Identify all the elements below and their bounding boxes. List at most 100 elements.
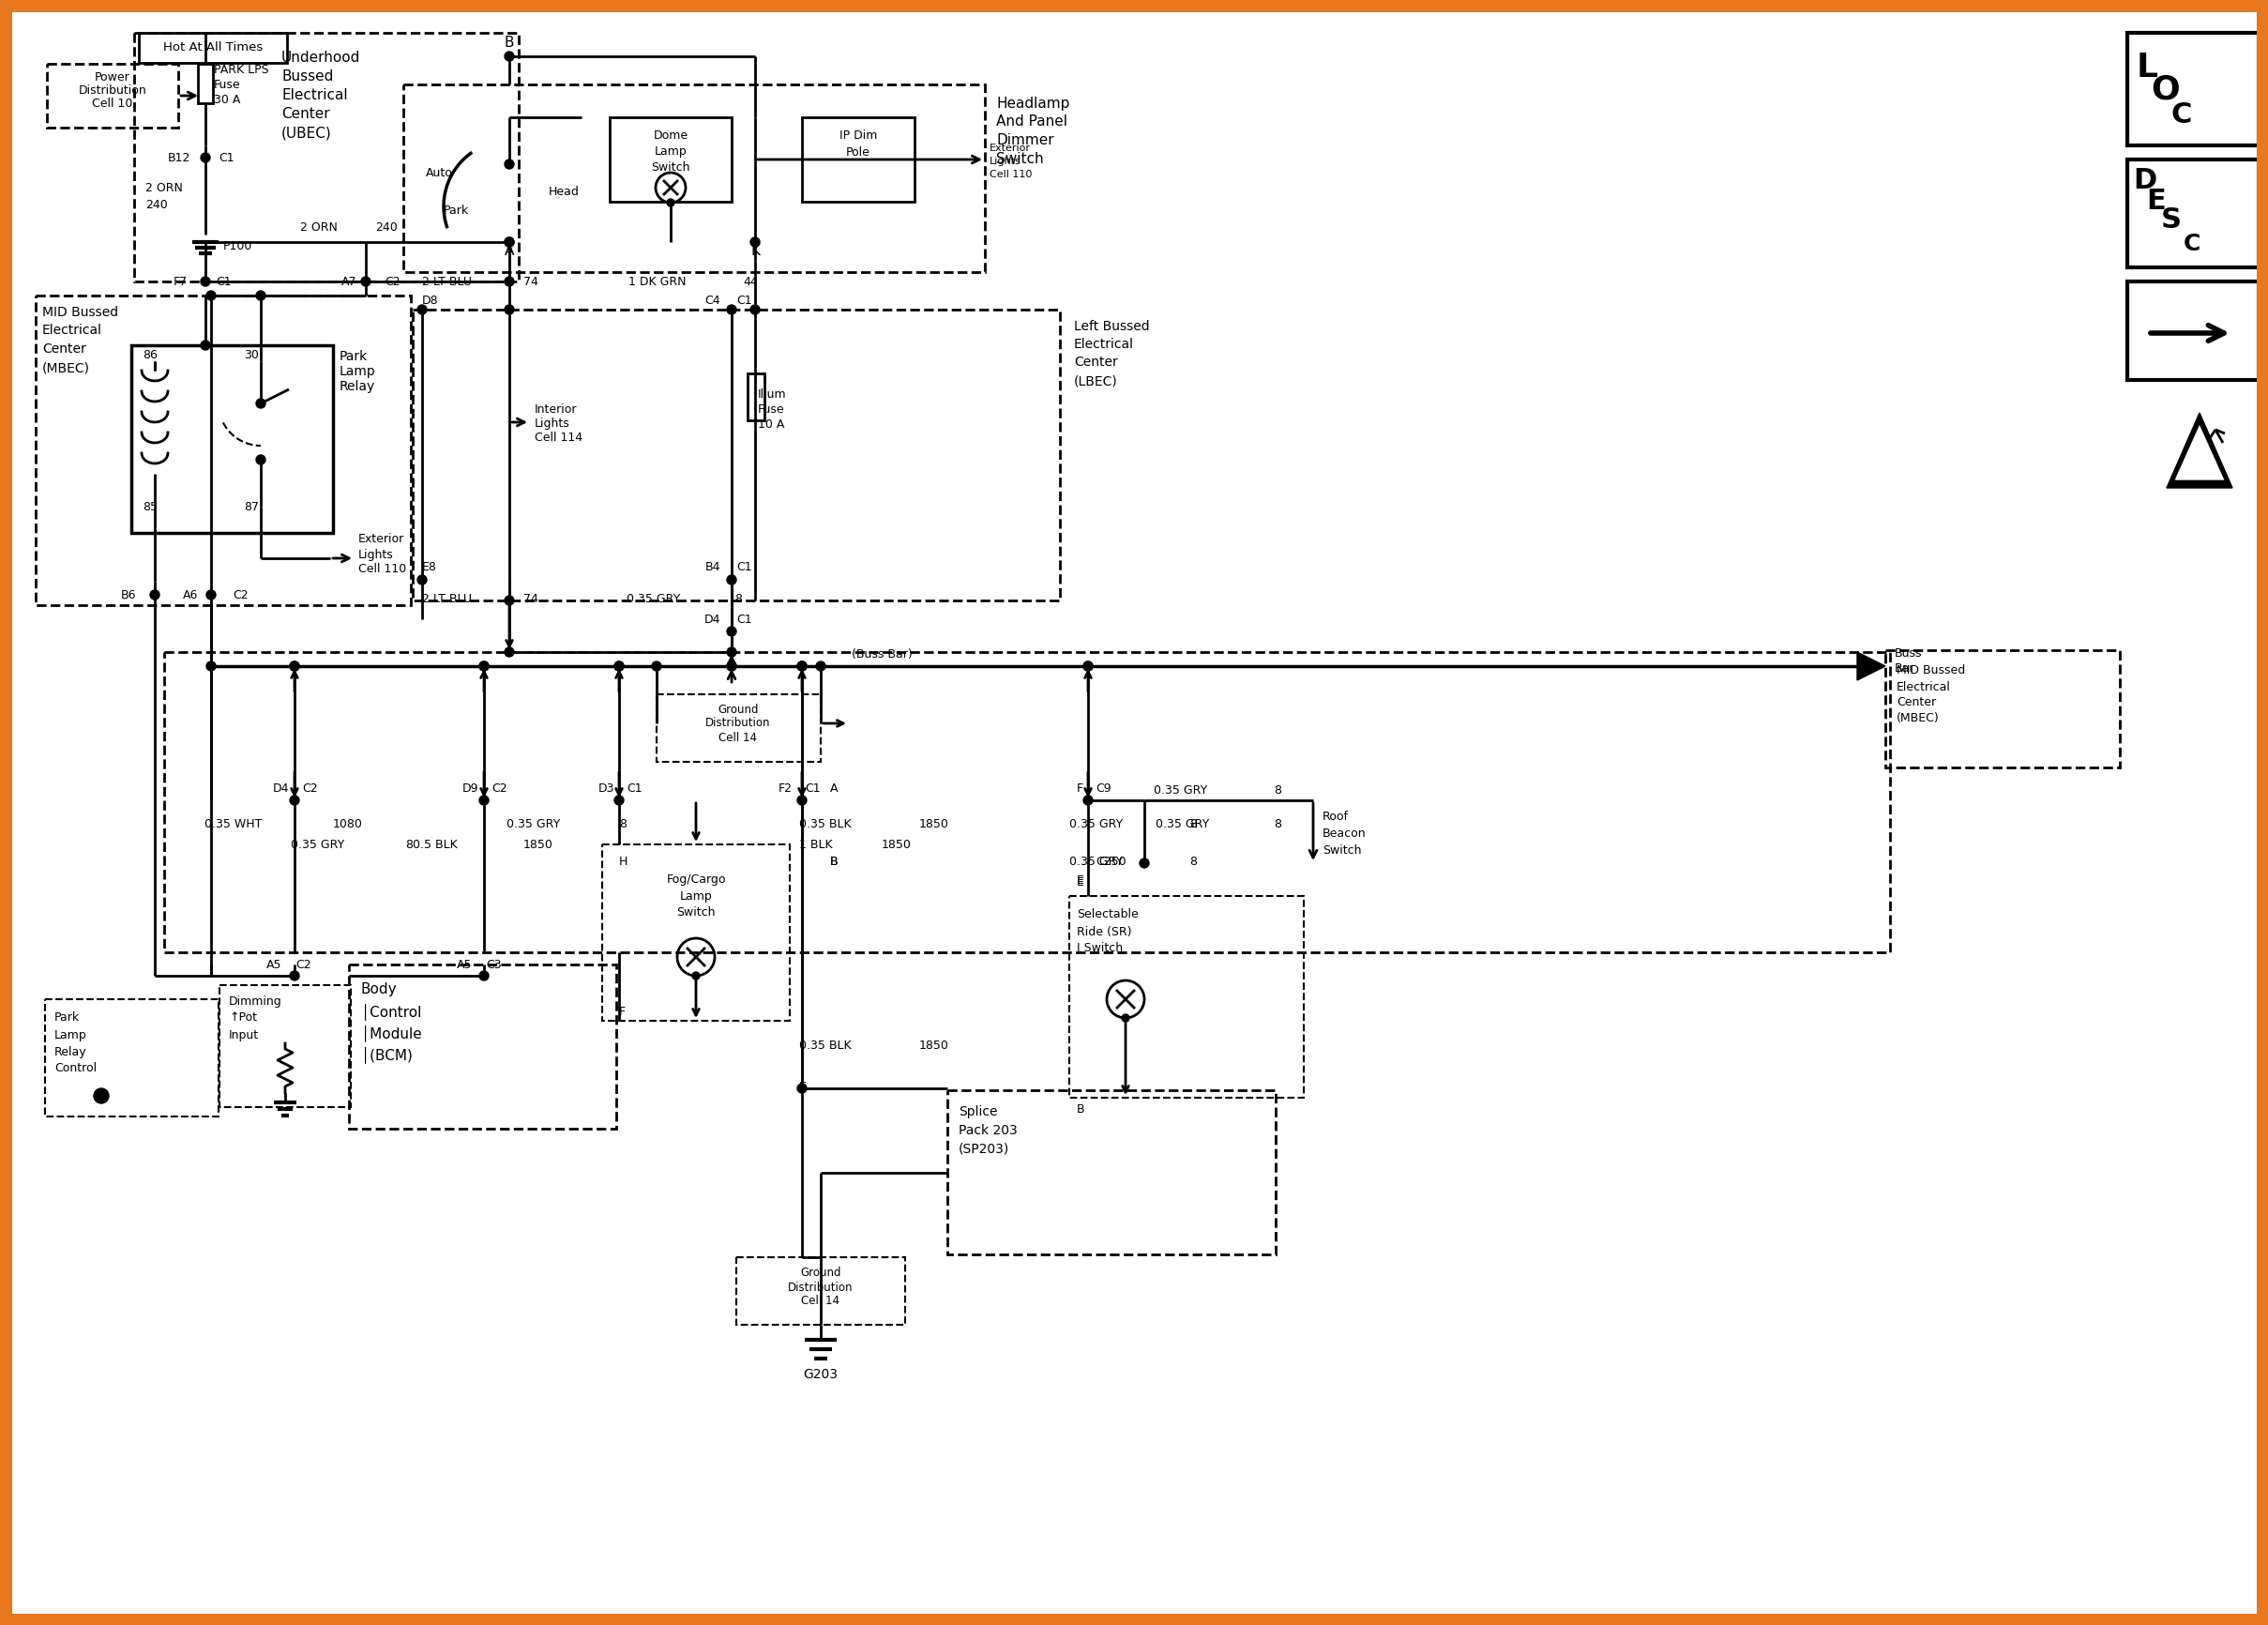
Text: Relay: Relay — [340, 380, 376, 393]
Circle shape — [728, 306, 737, 314]
Circle shape — [479, 661, 488, 671]
Circle shape — [202, 341, 211, 349]
Circle shape — [651, 661, 662, 671]
Text: 0.35 BLK: 0.35 BLK — [798, 817, 850, 830]
Circle shape — [728, 661, 737, 671]
Text: D4: D4 — [272, 782, 288, 795]
Text: Buss: Buss — [1894, 648, 1923, 660]
Polygon shape — [1857, 652, 1885, 681]
Text: IP Dim: IP Dim — [839, 130, 878, 141]
Text: Hot At All Times: Hot At All Times — [163, 42, 263, 54]
Text: Control: Control — [54, 1063, 98, 1074]
Text: D8: D8 — [422, 294, 438, 307]
Text: 8: 8 — [1188, 817, 1198, 830]
Polygon shape — [2166, 413, 2232, 487]
Text: 87: 87 — [245, 500, 259, 514]
Text: A5: A5 — [456, 959, 472, 970]
Text: 0.35 GRY: 0.35 GRY — [290, 838, 345, 850]
Text: D: D — [2132, 167, 2157, 195]
Circle shape — [1084, 796, 1093, 804]
Circle shape — [692, 972, 701, 980]
Circle shape — [503, 647, 515, 656]
Text: 1850: 1850 — [882, 838, 912, 850]
Text: L: L — [2136, 52, 2159, 83]
Text: C: C — [2184, 232, 2200, 255]
Text: ↑Pot: ↑Pot — [229, 1012, 256, 1024]
Text: C2: C2 — [492, 782, 508, 795]
Circle shape — [290, 972, 299, 980]
Circle shape — [728, 647, 737, 656]
Text: Selectable: Selectable — [1077, 908, 1139, 921]
Circle shape — [206, 291, 215, 301]
Text: F: F — [619, 1006, 626, 1017]
Circle shape — [256, 291, 265, 301]
Text: 0.35 WHT: 0.35 WHT — [204, 817, 263, 830]
Text: Electrical: Electrical — [43, 323, 102, 336]
Text: C1: C1 — [218, 151, 234, 164]
Circle shape — [798, 661, 807, 671]
Text: Underhood: Underhood — [281, 50, 361, 65]
Text: 240: 240 — [374, 223, 397, 234]
Text: Cell 14: Cell 14 — [801, 1295, 839, 1308]
Text: Switch: Switch — [651, 162, 689, 174]
Text: G203: G203 — [803, 1368, 839, 1381]
Circle shape — [751, 237, 760, 247]
Text: O: O — [2150, 73, 2180, 106]
Text: C: C — [2170, 101, 2193, 128]
Text: D3: D3 — [599, 782, 615, 795]
Circle shape — [479, 796, 488, 804]
Text: 74: 74 — [524, 593, 538, 604]
Text: Left Bussed: Left Bussed — [1075, 320, 1150, 333]
Text: Distribution: Distribution — [705, 717, 771, 730]
Circle shape — [150, 590, 159, 600]
Text: Switch: Switch — [676, 905, 714, 918]
Text: Distribution: Distribution — [79, 84, 147, 97]
Circle shape — [256, 398, 265, 408]
Circle shape — [1084, 661, 1093, 671]
Text: C250: C250 — [1095, 855, 1127, 868]
Text: Relay: Relay — [54, 1045, 86, 1058]
Text: 85: 85 — [143, 500, 156, 514]
Text: Lamp: Lamp — [680, 890, 712, 902]
Text: (SP203): (SP203) — [959, 1142, 1009, 1155]
Text: Center: Center — [1896, 697, 1937, 708]
Text: (MBEC): (MBEC) — [43, 361, 91, 374]
Text: 1 DK GRN: 1 DK GRN — [628, 275, 687, 288]
Text: 2 LT BLU: 2 LT BLU — [422, 593, 472, 604]
Text: Park: Park — [54, 1012, 79, 1024]
Circle shape — [290, 661, 299, 671]
Circle shape — [667, 198, 674, 206]
Circle shape — [503, 306, 515, 314]
Text: And Panel: And Panel — [996, 115, 1068, 128]
Text: Lamp: Lamp — [655, 146, 687, 158]
Text: Switch: Switch — [1322, 843, 1361, 856]
Text: 1850: 1850 — [919, 1040, 948, 1053]
Circle shape — [728, 661, 737, 671]
Text: C1: C1 — [805, 782, 821, 795]
Text: K: K — [751, 244, 760, 258]
Circle shape — [751, 306, 760, 314]
Text: Headlamp: Headlamp — [996, 96, 1070, 110]
Text: Lamp: Lamp — [54, 1029, 86, 1042]
Circle shape — [417, 306, 426, 314]
Text: 8: 8 — [1275, 785, 1281, 796]
Circle shape — [206, 661, 215, 671]
Text: F2: F2 — [778, 782, 792, 795]
Text: 8: 8 — [406, 838, 413, 850]
Text: B: B — [503, 36, 515, 50]
Circle shape — [93, 1089, 109, 1103]
Text: 0.35 BLK: 0.35 BLK — [798, 1040, 850, 1053]
Text: 0.5 BLK: 0.5 BLK — [413, 838, 458, 850]
Text: 240: 240 — [145, 198, 168, 211]
Text: Ride (SR): Ride (SR) — [1077, 926, 1132, 938]
Circle shape — [615, 661, 624, 671]
Circle shape — [417, 575, 426, 585]
Text: Cell 110: Cell 110 — [989, 171, 1032, 179]
Text: A5: A5 — [265, 959, 281, 970]
Text: 74: 74 — [524, 275, 538, 288]
Text: 0.35 GRY: 0.35 GRY — [1068, 855, 1123, 868]
Text: A7: A7 — [340, 275, 356, 288]
Text: (UBEC): (UBEC) — [281, 127, 331, 140]
Text: Splice: Splice — [959, 1105, 998, 1118]
Circle shape — [479, 661, 488, 671]
